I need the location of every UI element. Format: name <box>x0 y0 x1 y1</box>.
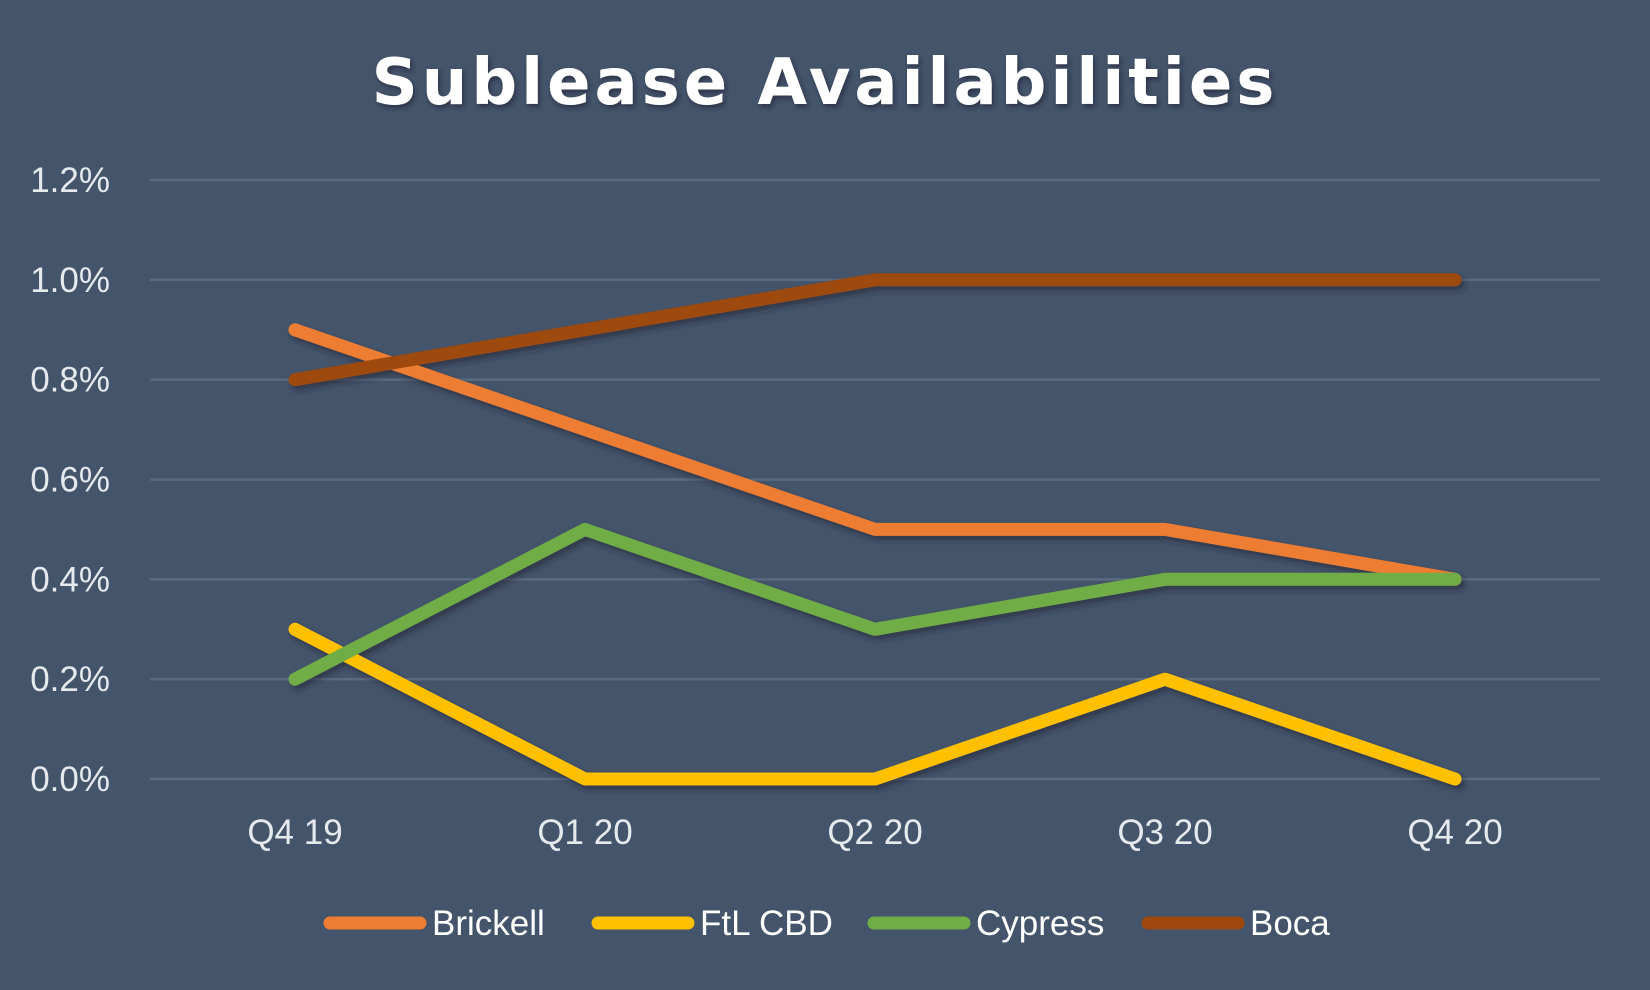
series-lines <box>288 273 1462 786</box>
x-tick-label: Q4 19 <box>247 813 342 852</box>
y-tick-label: 0.2% <box>30 660 110 699</box>
legend-label-boca: Boca <box>1250 904 1330 943</box>
y-axis-tick-labels: 0.0% 0.2% 0.4% 0.6% 0.8% 1.0% 1.2% <box>30 161 110 799</box>
y-tick-label: 0.0% <box>30 760 110 799</box>
series-line-cypress <box>288 522 1462 686</box>
x-tick-label: Q1 20 <box>537 813 632 852</box>
legend: Brickell FtL CBD Cypress Boca <box>323 904 1330 943</box>
legend-label-ftl-cbd: FtL CBD <box>700 904 833 943</box>
series-line-boca <box>288 273 1462 387</box>
y-tick-label: 1.0% <box>30 261 110 300</box>
x-axis-tick-labels: Q4 19 Q1 20 Q2 20 Q3 20 Q4 20 <box>247 813 1502 852</box>
x-tick-label: Q3 20 <box>1117 813 1212 852</box>
series-line-ftl-cbd <box>288 622 1462 786</box>
gridlines <box>150 178 1600 781</box>
y-tick-label: 0.8% <box>30 361 110 400</box>
x-tick-label: Q2 20 <box>827 813 922 852</box>
x-tick-label: Q4 20 <box>1407 813 1502 852</box>
chart-title: Sublease Availabilities <box>372 46 1279 120</box>
y-tick-label: 0.4% <box>30 560 110 599</box>
series-line-brickell <box>288 323 1462 586</box>
y-tick-label: 0.6% <box>30 461 110 500</box>
legend-label-brickell: Brickell <box>432 904 545 943</box>
legend-label-cypress: Cypress <box>976 904 1104 943</box>
y-tick-label: 1.2% <box>30 161 110 200</box>
